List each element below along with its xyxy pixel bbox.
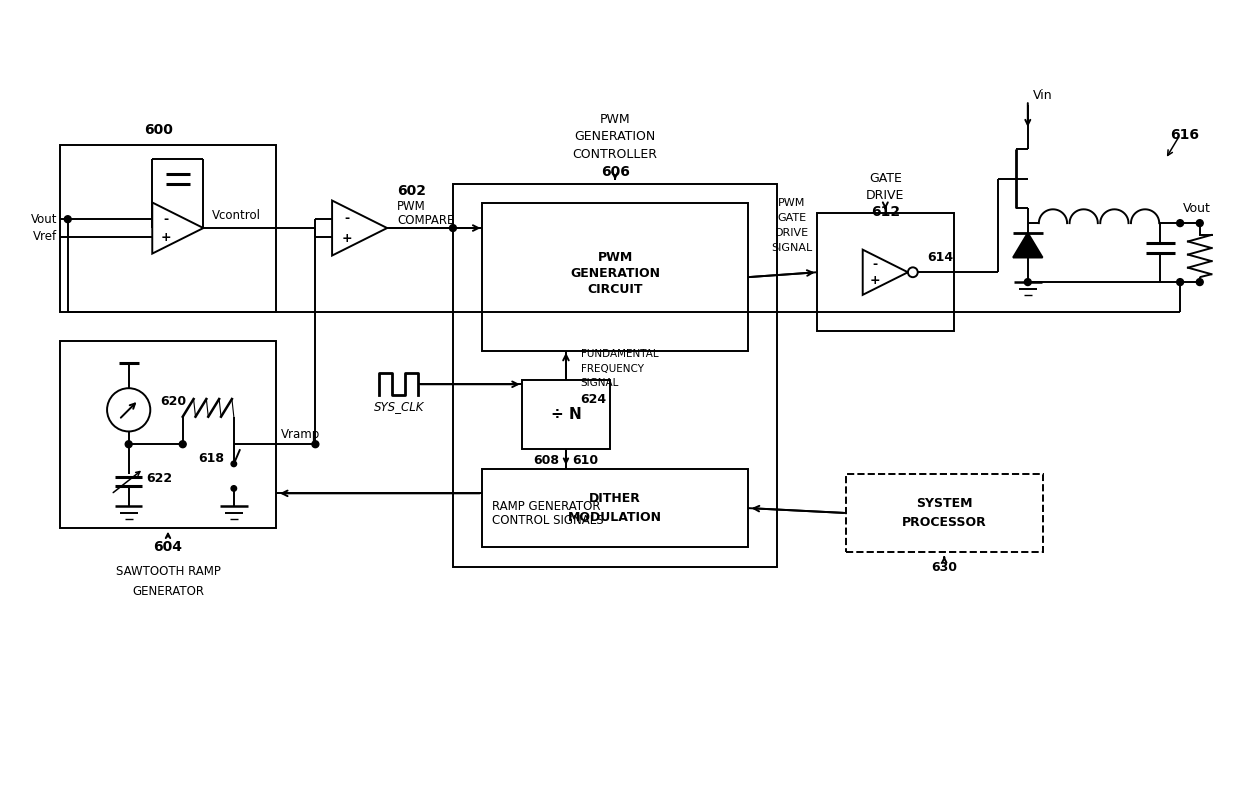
Text: 630: 630 — [931, 561, 957, 574]
Text: 624: 624 — [580, 393, 606, 406]
Circle shape — [64, 216, 71, 222]
Bar — [60, 145, 277, 311]
Text: 604: 604 — [154, 540, 182, 554]
Text: SIGNAL: SIGNAL — [771, 242, 812, 253]
Text: -: - — [164, 213, 169, 226]
Text: 600: 600 — [144, 122, 172, 137]
Text: PWM: PWM — [598, 251, 632, 264]
Circle shape — [231, 486, 237, 491]
Bar — [846, 474, 1043, 552]
Text: Vin: Vin — [1033, 89, 1053, 102]
Text: GATE: GATE — [869, 173, 901, 186]
Circle shape — [450, 225, 456, 231]
Bar — [522, 380, 610, 449]
Text: 620: 620 — [160, 395, 186, 409]
Text: -: - — [345, 212, 350, 225]
Circle shape — [312, 441, 319, 448]
Text: MODULATION: MODULATION — [568, 511, 662, 525]
Text: RAMP GENERATOR: RAMP GENERATOR — [492, 500, 600, 513]
Text: DRIVE: DRIVE — [775, 228, 808, 238]
Text: GATE: GATE — [777, 214, 806, 223]
Text: GENERATOR: GENERATOR — [131, 585, 205, 598]
Text: SIGNAL: SIGNAL — [580, 378, 619, 388]
Circle shape — [1197, 220, 1203, 226]
Text: 612: 612 — [870, 206, 900, 219]
Text: PROCESSOR: PROCESSOR — [901, 516, 987, 530]
Text: Vramp: Vramp — [281, 428, 320, 441]
Text: FUNDAMENTAL: FUNDAMENTAL — [580, 349, 658, 359]
Text: -: - — [873, 258, 878, 271]
Text: COMPARE: COMPARE — [397, 214, 454, 226]
Text: Vout: Vout — [1183, 202, 1211, 215]
Text: 614: 614 — [928, 251, 954, 264]
Circle shape — [1197, 278, 1203, 286]
Text: PWM: PWM — [600, 114, 630, 126]
Text: DITHER: DITHER — [589, 492, 641, 505]
Text: CONTROLLER: CONTROLLER — [573, 148, 657, 161]
Bar — [453, 184, 777, 567]
Text: 622: 622 — [146, 472, 172, 485]
Text: ÷ N: ÷ N — [551, 407, 582, 422]
Text: +: + — [342, 232, 352, 245]
Text: SYS_CLK: SYS_CLK — [373, 400, 424, 414]
Text: PWM: PWM — [779, 198, 806, 209]
Bar — [60, 341, 277, 528]
Text: CONTROL SIGNALS: CONTROL SIGNALS — [492, 514, 604, 527]
Text: Vref: Vref — [32, 230, 57, 243]
Text: FREQUENCY: FREQUENCY — [580, 363, 644, 374]
Text: 608: 608 — [533, 454, 559, 467]
Text: 616: 616 — [1171, 128, 1199, 142]
Bar — [482, 203, 748, 351]
Text: +: + — [161, 231, 171, 244]
Circle shape — [125, 441, 133, 448]
Bar — [816, 214, 954, 331]
Text: 618: 618 — [198, 453, 224, 466]
Bar — [482, 469, 748, 547]
Text: 602: 602 — [397, 184, 427, 198]
Text: +: + — [869, 274, 880, 287]
Text: GENERATION: GENERATION — [570, 266, 660, 280]
Text: Vcontrol: Vcontrol — [212, 209, 262, 222]
Text: SYSTEM: SYSTEM — [916, 497, 972, 510]
Text: GENERATION: GENERATION — [574, 130, 656, 143]
Text: 606: 606 — [600, 165, 630, 179]
Circle shape — [1177, 278, 1183, 286]
Circle shape — [231, 461, 237, 466]
Text: CIRCUIT: CIRCUIT — [588, 283, 642, 297]
Text: PWM: PWM — [397, 200, 425, 213]
Polygon shape — [1013, 233, 1043, 258]
Circle shape — [180, 441, 186, 448]
Circle shape — [1024, 278, 1032, 286]
Text: Vout: Vout — [31, 213, 57, 226]
Text: SAWTOOTH RAMP: SAWTOOTH RAMP — [115, 566, 221, 578]
Circle shape — [1177, 220, 1183, 226]
Text: DRIVE: DRIVE — [866, 189, 904, 202]
Text: 610: 610 — [573, 454, 599, 467]
